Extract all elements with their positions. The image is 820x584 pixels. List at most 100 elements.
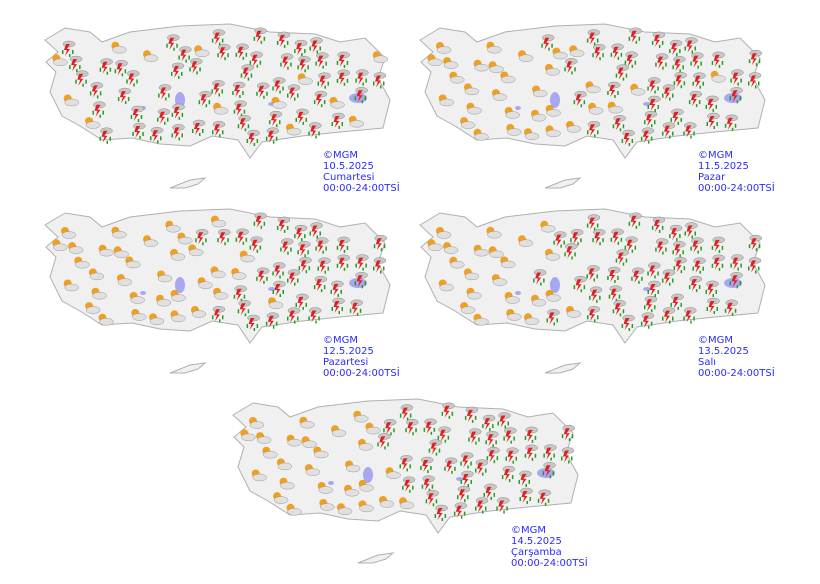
thunderstorm-icon: [468, 428, 482, 445]
partly-cloudy-icon: [358, 479, 374, 492]
thunderstorm-icon: [615, 64, 629, 81]
thunderstorm-icon: [166, 34, 180, 51]
thunderstorm-icon: [280, 238, 294, 255]
thunderstorm-icon: [211, 29, 226, 46]
thunderstorm-icon: [644, 110, 658, 128]
partly-cloudy-icon: [358, 500, 374, 513]
partly-cloudy-icon: [276, 458, 293, 471]
thunderstorm-icon: [573, 275, 587, 293]
thunderstorm-icon: [287, 269, 301, 286]
cyprus-outline: [544, 362, 582, 374]
thunderstorm-icon: [607, 81, 621, 98]
thunderstorm-icon: [628, 212, 642, 229]
partly-cloudy-icon: [279, 477, 295, 490]
thunderstorm-icon: [420, 456, 434, 473]
partly-cloudy-icon: [213, 102, 229, 115]
partly-cloudy-icon: [348, 115, 365, 128]
thunderstorm-icon: [624, 51, 638, 68]
thunderstorm-icon: [117, 87, 132, 105]
thunderstorm-icon: [336, 69, 350, 86]
partly-cloudy-icon: [111, 41, 127, 54]
thunderstorm-icon: [692, 257, 706, 274]
partly-cloudy-icon: [116, 274, 133, 286]
thunderstorm-icon: [669, 224, 683, 242]
partly-cloudy-icon: [466, 287, 482, 300]
partly-cloudy-icon: [113, 246, 129, 259]
thunderstorm-icon: [126, 70, 140, 87]
thunderstorm-icon: [670, 293, 684, 310]
partly-cloudy-icon: [188, 244, 204, 257]
partly-cloudy-icon: [449, 256, 465, 269]
partly-cloudy-icon: [449, 71, 465, 84]
weekday: Cumartesi: [323, 172, 375, 183]
thunderstorm-icon: [683, 307, 697, 324]
partly-cloudy-icon: [98, 244, 114, 257]
thunderstorm-icon: [62, 40, 76, 57]
partly-cloudy-icon: [566, 306, 582, 318]
thunderstorm-icon: [256, 82, 270, 99]
partly-cloudy-icon: [545, 248, 561, 261]
partly-cloudy-icon: [545, 63, 561, 76]
date: 10.5.2025: [323, 161, 374, 172]
thunderstorm-icon: [75, 70, 89, 87]
thunderstorm-icon: [313, 90, 328, 108]
thunderstorm-icon: [651, 216, 666, 233]
forecast-map-day-3: ©MGM 12.5.2025 Pazartesi 00:00-24:00TSİ: [40, 205, 400, 385]
thunderstorm-icon: [621, 129, 635, 146]
thunderstorm-icon: [748, 234, 763, 252]
thunderstorm-icon: [475, 497, 489, 514]
thunderstorm-icon: [519, 487, 533, 504]
thunderstorm-icon: [287, 307, 301, 324]
thunderstorm-icon: [631, 267, 645, 284]
thunderstorm-icon: [607, 266, 621, 283]
partly-cloudy-icon: [588, 102, 604, 115]
thunderstorm-icon: [315, 52, 329, 69]
lake: [515, 291, 521, 295]
thunderstorm-icon: [217, 228, 231, 246]
lake-tuz: [550, 277, 560, 293]
thunderstorm-icon: [748, 72, 762, 89]
partly-cloudy-icon: [149, 313, 165, 326]
thunderstorm-icon: [373, 72, 387, 89]
partly-cloudy-icon: [463, 268, 480, 281]
thunderstorm-icon: [486, 446, 500, 464]
forecast-map-day-4: ©MGM 13.5.2025 Salı 00:00-24:00TSİ: [415, 205, 775, 385]
partly-cloudy-icon: [463, 83, 480, 96]
partly-cloudy-icon: [125, 256, 141, 269]
thunderstorm-icon: [543, 444, 557, 461]
lake: [140, 291, 146, 295]
thunderstorm-icon: [586, 29, 601, 46]
thunderstorm-icon: [377, 433, 391, 450]
date: 14.5.2025: [511, 536, 562, 547]
thunderstorm-icon: [684, 37, 698, 54]
thunderstorm-icon: [355, 254, 369, 271]
partly-cloudy-icon: [379, 496, 395, 508]
thunderstorm-icon: [688, 275, 703, 293]
thunderstorm-icon: [705, 95, 719, 112]
partly-cloudy-icon: [337, 503, 353, 516]
partly-cloudy-icon: [111, 226, 127, 239]
partly-cloudy-icon: [545, 104, 561, 117]
thunderstorm-icon: [249, 51, 263, 68]
thunderstorm-icon: [189, 58, 203, 75]
thunderstorm-icon: [276, 216, 291, 233]
thunderstorm-icon: [383, 419, 397, 436]
thunderstorm-icon: [457, 485, 471, 503]
partly-cloudy-icon: [443, 242, 459, 254]
thunderstorm-icon: [233, 285, 247, 302]
thunderstorm-icon: [688, 90, 703, 108]
lake: [268, 287, 276, 291]
partly-cloudy-icon: [91, 287, 107, 300]
partly-cloudy-icon: [518, 235, 534, 247]
partly-cloudy-icon: [52, 239, 68, 252]
thunderstorm-icon: [212, 121, 226, 138]
thunderstorm-icon: [524, 426, 538, 443]
thunderstorm-icon: [586, 214, 601, 231]
thunderstorm-icon: [730, 254, 744, 271]
partly-cloudy-icon: [63, 279, 79, 292]
weekday: Pazar: [698, 172, 726, 183]
partly-cloudy-icon: [251, 469, 267, 482]
partly-cloudy-icon: [488, 246, 504, 259]
partly-cloudy-icon: [524, 128, 540, 141]
thunderstorm-icon: [475, 459, 489, 476]
